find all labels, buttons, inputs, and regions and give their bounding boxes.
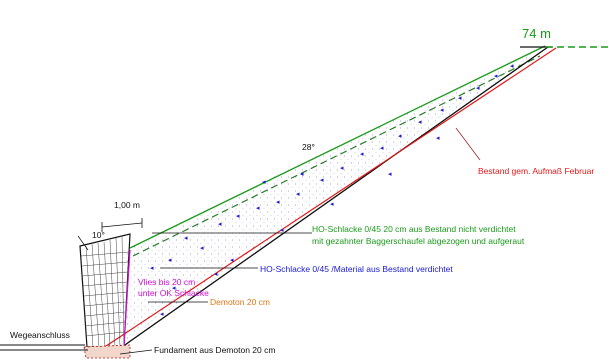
svg-text:◂: ◂ <box>168 257 172 264</box>
foundation-block <box>83 344 131 359</box>
svg-text:◂: ◂ <box>236 213 240 220</box>
svg-text:◂: ◂ <box>380 145 384 152</box>
ho-top-label-line2: mit gezahnter Baggerschaufel abgezogen u… <box>312 236 525 246</box>
slope-base-line <box>121 46 549 348</box>
svg-text:◂: ◂ <box>340 165 344 172</box>
fleece-line <box>123 249 131 346</box>
svg-text:◂: ◂ <box>214 271 218 278</box>
svg-text:◂: ◂ <box>280 227 284 234</box>
top-surface-line <box>129 45 546 249</box>
svg-text:◂: ◂ <box>218 221 222 228</box>
leader-foundation <box>119 349 153 355</box>
ho-compacted-label: HO-Schlacke 0/45 /Material aus Bestand v… <box>260 264 453 274</box>
svg-text:◂: ◂ <box>458 95 462 102</box>
fill-markers: ◂ ◂ ◂ ◂ ◂ ◂ ◂ ◂ ◂ ◂ ◂ ◂ ◂ ◂ ◂ ◂ ◂ ◂ ◂ ◂ ◂ ◂ ◂ ◂ ◂ ◂ ◂ ◂ ◂ ◂ <box>150 63 514 318</box>
foundation-label: Fundament aus Demoton 20 cm <box>154 345 275 355</box>
svg-text:◂: ◂ <box>172 285 176 292</box>
leader-existing-ground <box>455 127 481 161</box>
svg-text:◂: ◂ <box>296 191 300 198</box>
svg-text:◂: ◂ <box>184 235 188 242</box>
svg-text:◂: ◂ <box>476 85 480 92</box>
svg-text:◂: ◂ <box>276 199 280 206</box>
layer-dashed-line <box>132 55 541 257</box>
svg-text:◂: ◂ <box>360 151 364 158</box>
svg-text:◂: ◂ <box>300 171 304 178</box>
width-dimension <box>101 218 143 232</box>
existing-ground-line <box>87 47 557 359</box>
svg-text:◂: ◂ <box>230 257 234 264</box>
svg-text:◂: ◂ <box>320 177 324 184</box>
clay-label: Demoton 20 cm <box>210 297 270 307</box>
wall-angle-ref <box>77 235 89 251</box>
path-connection-label: Wegeanschluss <box>10 330 70 340</box>
wall-angle-label: 10° <box>92 230 105 240</box>
svg-text:◂: ◂ <box>510 63 514 70</box>
gabion-grid <box>80 235 130 348</box>
svg-text:◂: ◂ <box>200 245 204 252</box>
svg-text:◂: ◂ <box>150 265 154 272</box>
slope-angle-label: 28° <box>302 142 315 152</box>
svg-text:◂: ◂ <box>440 107 444 114</box>
svg-text:◂: ◂ <box>256 205 260 212</box>
svg-text:◂: ◂ <box>330 201 334 208</box>
ho-top-label-line1: HO-Schlacke 0/45 20 cm aus Bestand nicht… <box>312 224 516 234</box>
fleece-label-line1: Vlies bis 20 cm <box>138 277 195 287</box>
width-label: 1,00 m <box>114 200 140 210</box>
svg-text:◂: ◂ <box>262 179 266 186</box>
fleece-label-line2: unter OK Schlacke <box>138 288 209 298</box>
svg-text:◂: ◂ <box>494 73 498 80</box>
svg-text:◂: ◂ <box>388 171 392 178</box>
existing-ground-label: Bestand gem. Aufmaß Februar <box>478 166 594 176</box>
svg-text:◂: ◂ <box>436 135 440 142</box>
svg-text:◂: ◂ <box>160 311 164 318</box>
svg-text:◂: ◂ <box>418 119 422 126</box>
elevation-label: 74 m <box>522 26 551 41</box>
svg-text:◂: ◂ <box>398 133 402 140</box>
